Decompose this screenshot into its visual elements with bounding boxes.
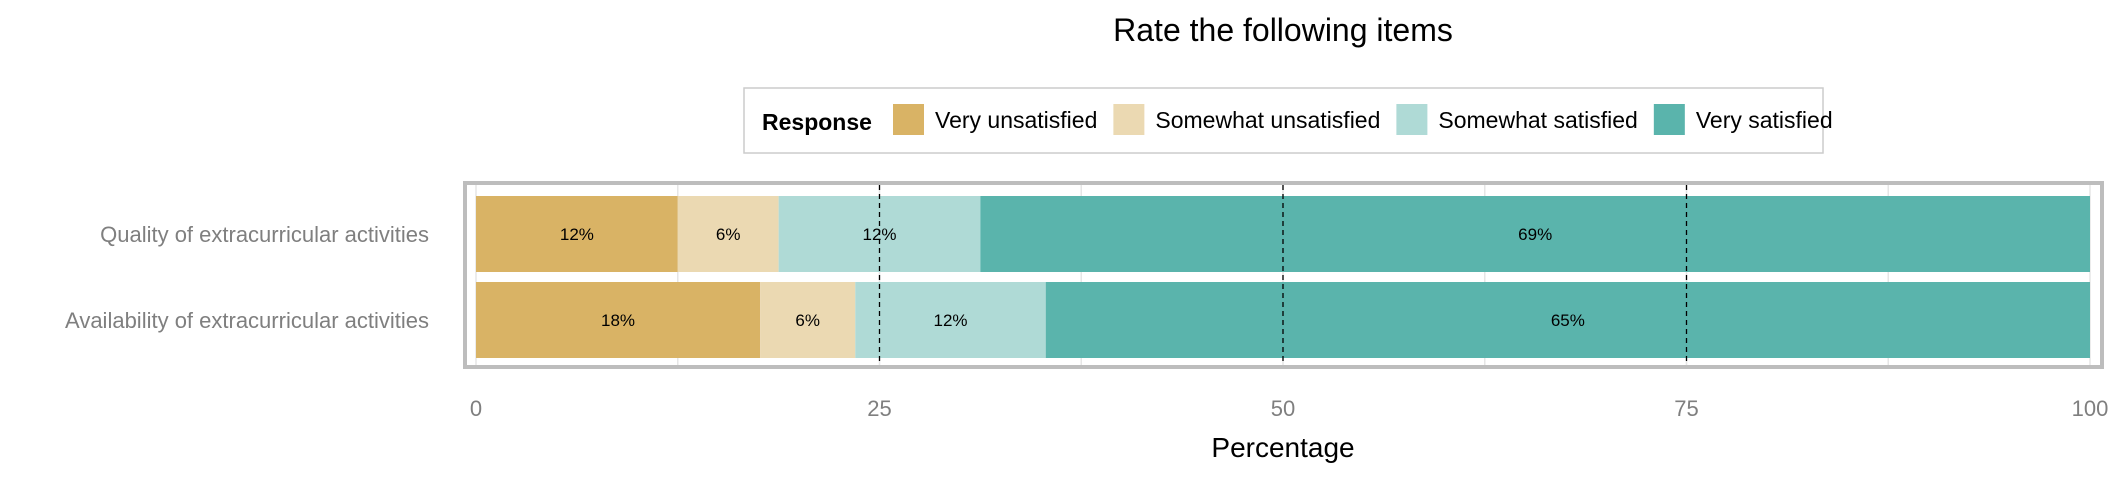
x-tick-labels: 0 25 50 75 100 [470, 396, 2108, 421]
legend-swatch [1653, 104, 1685, 135]
x-tick-label: 50 [1271, 396, 1295, 421]
bar-segment [760, 282, 856, 358]
legend-swatch [893, 104, 924, 135]
legend-item: Very unsatisfied [935, 107, 1097, 133]
bar-segment [980, 196, 2090, 272]
chart-title: Rate the following items [1113, 12, 1453, 48]
legend-item: Somewhat satisfied [1438, 107, 1637, 133]
x-axis-label: Percentage [1211, 432, 1354, 463]
bar-data-label: 12% [934, 311, 968, 330]
y-tick-label: Availability of extracurricular activiti… [65, 308, 429, 333]
bar-segment [476, 196, 678, 272]
legend-item: Somewhat unsatisfied [1155, 107, 1380, 133]
legend-swatch [1113, 104, 1145, 135]
x-tick-label: 25 [867, 396, 891, 421]
x-tick-label: 75 [1674, 396, 1698, 421]
y-tick-labels: Quality of extracurricular activities Ava… [65, 222, 429, 333]
bar-data-label: 69% [1518, 225, 1552, 244]
bar-data-label: 65% [1551, 311, 1585, 330]
legend-swatch [1396, 104, 1428, 135]
legend: Response Very unsatisfied Somewhat unsati… [743, 87, 1833, 154]
bar-labels: 12% 6% 12% 69% 18% 6% 12% 65% [560, 225, 1585, 330]
bar-segment [1045, 282, 2090, 358]
bar-data-label: 12% [862, 225, 896, 244]
bar-data-label: 6% [716, 225, 741, 244]
bar-segment [855, 282, 1046, 358]
reference-lines [878, 185, 1688, 365]
bar-data-label: 18% [601, 311, 635, 330]
bar-data-label: 12% [560, 225, 594, 244]
bar-segment [476, 282, 761, 358]
x-tick-label: 100 [2072, 396, 2109, 421]
x-tick-label: 0 [470, 396, 482, 421]
bar-segment [677, 196, 779, 272]
y-tick-label: Quality of extracurricular activities [100, 222, 429, 247]
bar-data-label: 6% [795, 311, 820, 330]
legend-title: Response [762, 109, 872, 135]
legend-item: Very satisfied [1696, 107, 1833, 133]
bars [476, 196, 2090, 358]
